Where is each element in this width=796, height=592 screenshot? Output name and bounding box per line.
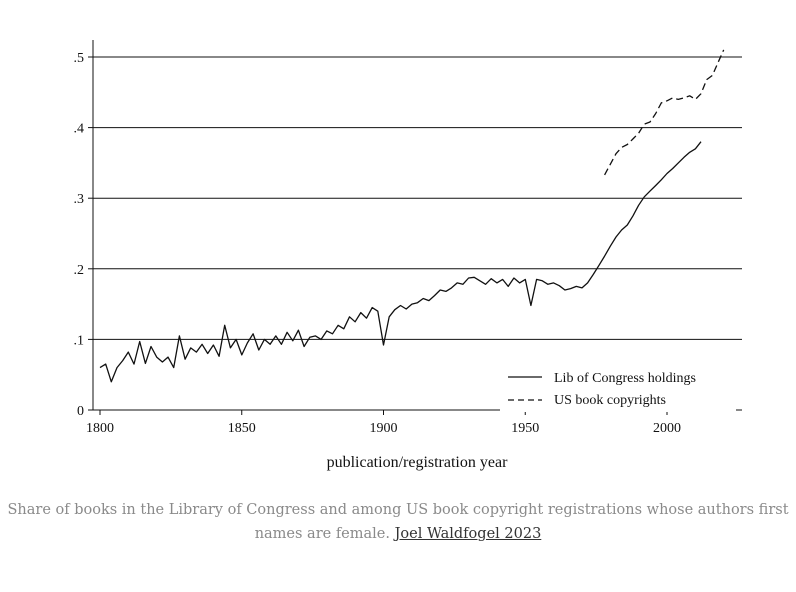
legend-label-lib-of-congress: Lib of Congress holdings	[554, 371, 696, 386]
y-tick-label: 0	[77, 404, 84, 419]
series-line-us-copyrights	[604, 49, 725, 176]
x-axis-title: publication/registration year	[327, 454, 509, 471]
line-chart: 0 .1 .2 .3 .4 .5 1800 1850 1900 1950 2000 publica…	[74, 40, 742, 471]
y-tick-label: .1	[74, 333, 85, 348]
x-tick-label: 1800	[86, 421, 114, 436]
x-tick-label: 1900	[370, 421, 398, 436]
y-tick-label: .5	[74, 51, 85, 66]
legend-background	[500, 364, 736, 412]
y-axis-ticks: 0 .1 .2 .3 .4 .5	[74, 51, 93, 419]
series-line-lib-of-congress	[99, 141, 702, 383]
series-lines	[99, 49, 725, 383]
x-tick-label: 2000	[653, 421, 681, 436]
y-tick-label: .2	[74, 263, 85, 278]
legend: Lib of Congress holdings US book copyrig…	[500, 364, 736, 412]
gridlines	[93, 56, 742, 340]
x-axis-ticks: 1800 1850 1900 1950 2000	[86, 410, 681, 436]
figure-caption: Share of books in the Library of Congres…	[0, 498, 796, 546]
x-tick-label: 1950	[511, 421, 539, 436]
x-tick-label: 1850	[228, 421, 256, 436]
caption-source-link[interactable]: Joel Waldfogel 2023	[394, 526, 542, 542]
y-tick-label: .4	[74, 122, 85, 137]
caption-text: Share of books in the Library of Congres…	[7, 502, 789, 542]
legend-label-us-copyrights: US book copyrights	[554, 393, 666, 408]
y-tick-label: .3	[74, 192, 85, 207]
